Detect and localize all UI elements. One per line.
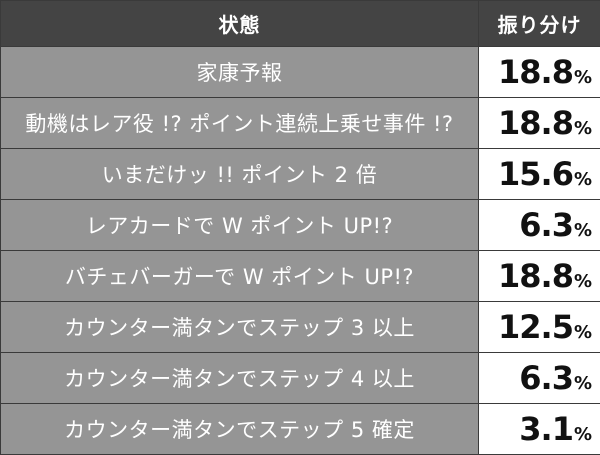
rate-unit: % — [573, 67, 592, 88]
state-cell: カウンター満タンでステップ 3 以上 — [0, 301, 479, 353]
rate-value: 6.3 — [519, 359, 574, 397]
table-row: 家康予報 18.8% — [0, 46, 600, 98]
state-cell: バチェバーガーで W ポイント UP!? — [0, 250, 479, 302]
table-row: カウンター満タンでステップ 5 確定 3.1% — [0, 403, 600, 455]
rate-value: 6.3 — [519, 206, 574, 244]
rate-value: 18.8 — [498, 257, 574, 295]
state-cell: 動機はレア役 !? ポイント連続上乗せ事件 !? — [0, 97, 479, 149]
rate-unit: % — [573, 373, 592, 394]
rate-value: 12.5 — [498, 308, 574, 346]
state-cell: 家康予報 — [0, 46, 479, 98]
rate-value: 18.8 — [498, 53, 574, 91]
rate-cell: 18.8% — [478, 250, 600, 302]
rate-unit: % — [573, 424, 592, 445]
rate-cell: 18.8% — [478, 46, 600, 98]
rate-cell: 12.5% — [478, 301, 600, 353]
table-row: カウンター満タンでステップ 3 以上 12.5% — [0, 301, 600, 353]
rate-cell: 18.8% — [478, 97, 600, 149]
header-state: 状態 — [0, 0, 479, 47]
state-cell: カウンター満タンでステップ 4 以上 — [0, 352, 479, 404]
rate-unit: % — [573, 220, 592, 241]
rate-unit: % — [573, 118, 592, 139]
rate-unit: % — [573, 322, 592, 343]
rate-value: 15.6 — [498, 155, 574, 193]
rate-unit: % — [573, 271, 592, 292]
table-row: バチェバーガーで W ポイント UP!? 18.8% — [0, 250, 600, 302]
table-row: 動機はレア役 !? ポイント連続上乗せ事件 !? 18.8% — [0, 97, 600, 149]
rate-value: 3.1 — [519, 410, 574, 448]
rate-cell: 6.3% — [478, 352, 600, 404]
rate-cell: 15.6% — [478, 148, 600, 200]
header-rate: 振り分け — [478, 0, 600, 47]
state-cell: カウンター満タンでステップ 5 確定 — [0, 403, 479, 455]
table-row: カウンター満タンでステップ 4 以上 6.3% — [0, 352, 600, 404]
state-cell: レアカードで W ポイント UP!? — [0, 199, 479, 251]
rate-cell: 6.3% — [478, 199, 600, 251]
table-row: いまだけッ !! ポイント 2 倍 15.6% — [0, 148, 600, 200]
table-header-row: 状態 振り分け — [0, 0, 600, 47]
rate-value: 18.8 — [498, 104, 574, 142]
rate-unit: % — [573, 169, 592, 190]
rate-cell: 3.1% — [478, 403, 600, 455]
state-cell: いまだけッ !! ポイント 2 倍 — [0, 148, 479, 200]
table-row: レアカードで W ポイント UP!? 6.3% — [0, 199, 600, 251]
